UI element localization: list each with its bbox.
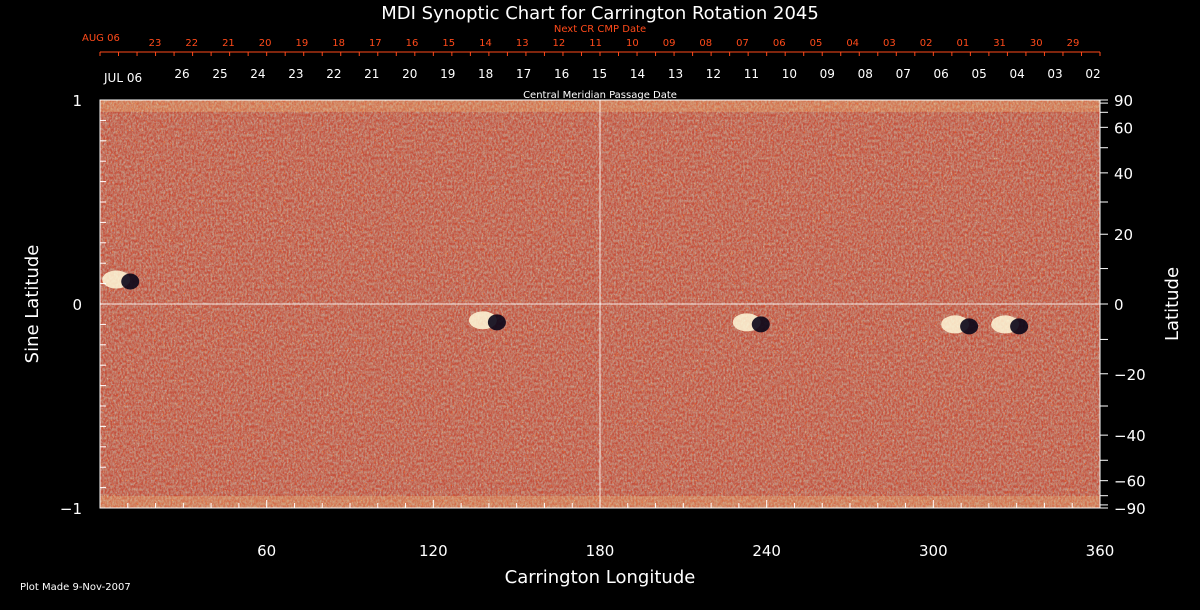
x-tick-label: 240 — [752, 542, 781, 560]
y-tick-label-right: −60 — [1114, 473, 1146, 491]
next-cmp-date-label: 11 — [589, 38, 602, 49]
active-region-negative — [487, 314, 506, 331]
next-cmp-date-label: 10 — [626, 38, 639, 49]
y-tick-label-right: 0 — [1114, 296, 1124, 314]
cmp-date-label: 02 — [1085, 67, 1100, 81]
next-cmp-date-label: 21 — [222, 38, 235, 49]
next-cmp-date-label: 04 — [846, 38, 859, 49]
cmp-date-label: 19 — [440, 67, 455, 81]
cmp-label: Central Meridian Passage Date — [523, 90, 677, 101]
next-cr-start-date: AUG 06 — [82, 33, 120, 44]
x-tick-label: 360 — [1086, 542, 1115, 560]
active-region-negative — [751, 316, 770, 333]
active-region-negative — [121, 273, 140, 290]
cmp-date-label: 17 — [516, 67, 531, 81]
cmp-date-label: 21 — [364, 67, 379, 81]
y-tick-label-left: 0 — [72, 296, 82, 314]
cmp-date-label: 16 — [554, 67, 569, 81]
cmp-date-label: 10 — [782, 67, 797, 81]
cmp-date-label: 05 — [971, 67, 986, 81]
next-cmp-date-label: 02 — [920, 38, 933, 49]
y-axis-title-right: Latitude — [1162, 267, 1183, 341]
cmp-date-label: 26 — [174, 67, 189, 81]
x-axis-title: Carrington Longitude — [505, 567, 696, 588]
cmp-date-label: 07 — [896, 67, 911, 81]
y-tick-label-right: −40 — [1114, 427, 1146, 445]
cmp-date-label: 04 — [1009, 67, 1024, 81]
y-tick-label-right: 90 — [1114, 92, 1133, 110]
y-tick-label-right: −20 — [1114, 366, 1146, 384]
next-cmp-date-label: 20 — [259, 38, 272, 49]
next-cmp-date-label: 03 — [883, 38, 896, 49]
x-tick-label: 180 — [586, 542, 615, 560]
y-tick-label-right: −90 — [1114, 500, 1146, 518]
cmp-date-label: 18 — [478, 67, 493, 81]
next-cmp-date-label: 17 — [369, 38, 382, 49]
cmp-date-label: 13 — [668, 67, 683, 81]
next-cmp-date-label: 06 — [773, 38, 786, 49]
cmp-date-label: 14 — [630, 67, 645, 81]
next-cmp-date-label: 19 — [296, 38, 309, 49]
cmp-date-label: 12 — [706, 67, 721, 81]
cmp-date-label: 23 — [288, 67, 303, 81]
next-cmp-date-label: 07 — [736, 38, 749, 49]
cmp-date-label: 09 — [820, 67, 835, 81]
active-region-negative — [960, 318, 979, 335]
current-cr-start-date: JUL 06 — [103, 71, 142, 85]
y-tick-label-right: 20 — [1114, 226, 1133, 244]
cmp-date-label: 11 — [744, 67, 759, 81]
plot-area — [99, 99, 1101, 509]
x-tick-label: 120 — [419, 542, 448, 560]
next-cmp-date-label: 31 — [993, 38, 1006, 49]
cmp-date-label: 06 — [934, 67, 949, 81]
next-cmp-date-label: 15 — [442, 38, 455, 49]
next-cmp-date-label: 29 — [1067, 38, 1080, 49]
next-cmp-date-label: 18 — [332, 38, 345, 49]
cmp-date-label: 03 — [1047, 67, 1062, 81]
next-cmp-date-label: 16 — [406, 38, 419, 49]
next-cmp-date-label: 14 — [479, 38, 492, 49]
next-cmp-date-label: 09 — [663, 38, 676, 49]
cmp-date-label: 22 — [326, 67, 341, 81]
cmp-date-label: 20 — [402, 67, 417, 81]
axes: 60 120 180 240 300 360 1 0 −1 90 60 40 20 0 −20 −40 −60 −… — [60, 92, 1146, 560]
plot-made-footer: Plot Made 9-Nov-2007 — [20, 582, 131, 593]
next-cmp-date-label: 05 — [810, 38, 823, 49]
date-axes: Next CR CMP Date AUG 06 JUL 06 Central M… — [82, 24, 1101, 101]
cmp-date-label: 08 — [858, 67, 873, 81]
y-tick-label-left: 1 — [72, 92, 82, 110]
cmp-date-label: 24 — [250, 67, 265, 81]
chart-title: MDI Synoptic Chart for Carrington Rotati… — [381, 3, 819, 24]
next-cmp-date-label: 30 — [1030, 38, 1043, 49]
cmp-date-label: 25 — [212, 67, 227, 81]
y-tick-label-right: 40 — [1114, 165, 1133, 183]
next-cmp-date-label: 08 — [699, 38, 712, 49]
active-region-negative — [1010, 318, 1029, 335]
x-tick-label: 60 — [257, 542, 276, 560]
next-cmp-date-label: 22 — [185, 38, 198, 49]
next-cmp-date-label: 13 — [516, 38, 529, 49]
next-cmp-date-label: 12 — [553, 38, 566, 49]
next-cmp-date-label: 23 — [149, 38, 162, 49]
y-tick-label-right: 60 — [1114, 119, 1133, 137]
y-axis-title-left: Sine Latitude — [22, 245, 43, 364]
x-tick-label: 300 — [919, 542, 948, 560]
next-cmp-date-label: 01 — [956, 38, 969, 49]
y-tick-label-left: −1 — [60, 500, 82, 518]
next-cr-label: Next CR CMP Date — [554, 24, 646, 35]
cmp-date-label: 15 — [592, 67, 607, 81]
